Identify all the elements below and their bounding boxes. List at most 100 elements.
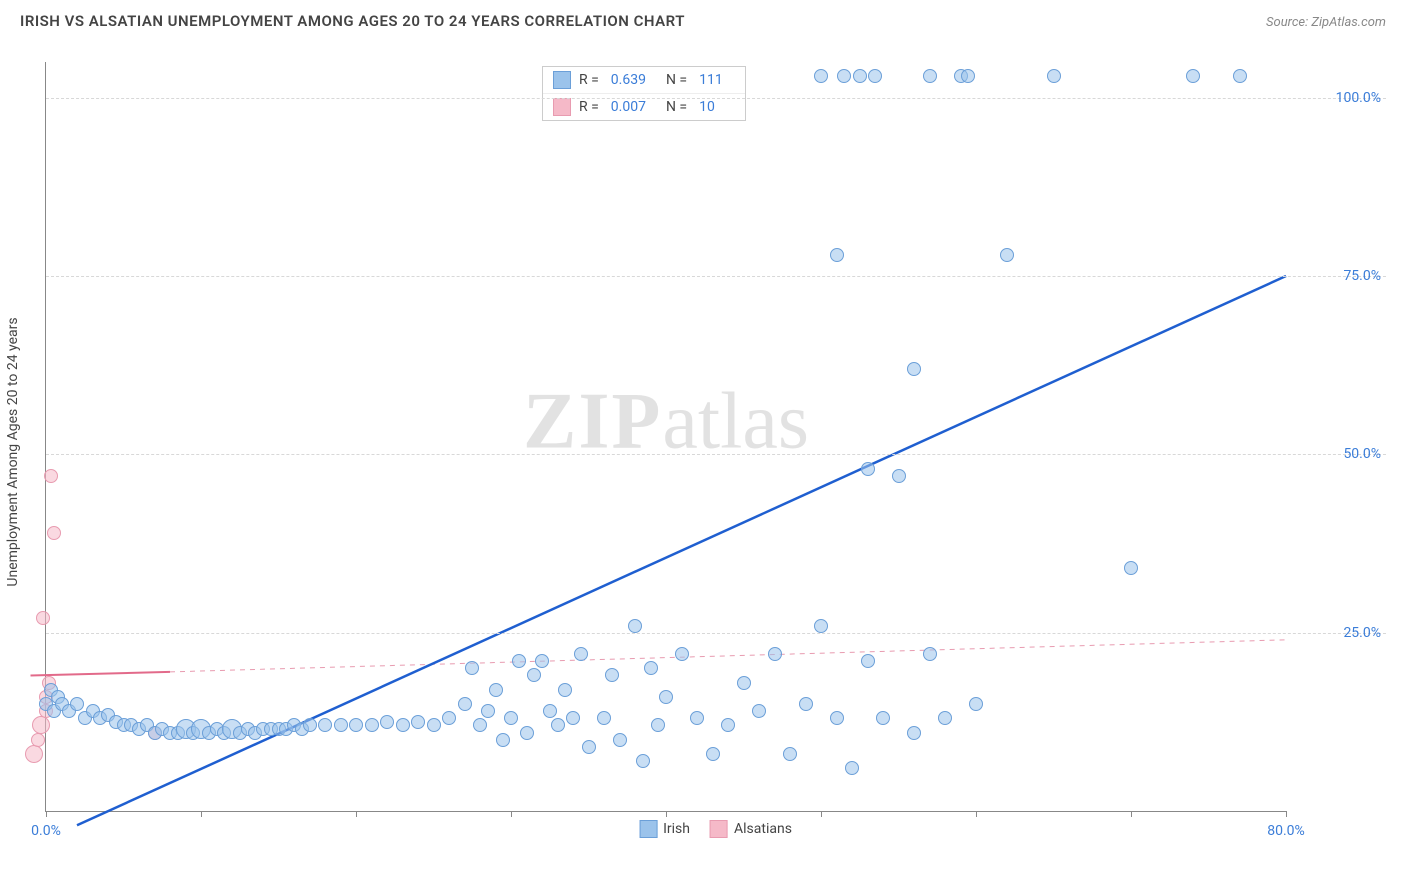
data-point-irish [923,69,937,83]
data-point-irish [814,619,828,633]
data-point-irish [861,462,875,476]
gridline-h [46,633,1386,634]
data-point-irish [1047,69,1061,83]
data-point-irish [496,733,510,747]
data-point-irish [605,668,619,682]
chart-container: Unemployment Among Ages 20 to 24 years Z… [45,62,1386,842]
legend-item-alsatian: Alsatians [710,820,792,838]
gridline-h [46,98,1386,99]
data-point-irish [458,697,472,711]
data-point-irish [349,718,363,732]
stats-row-irish: R = 0.639 N = 111 [543,67,745,93]
data-point-irish [558,683,572,697]
data-point-irish [1186,69,1200,83]
y-tick-label: 75.0% [1343,268,1381,284]
data-point-irish [70,697,84,711]
bottom-legend: Irish Alsatians [639,820,792,838]
data-point-irish [706,747,720,761]
data-point-irish [489,683,503,697]
data-point-irish [334,718,348,732]
swatch-alsatian [710,820,728,838]
n-label: N = [666,72,687,88]
data-point-irish [380,715,394,729]
swatch-irish [639,820,657,838]
data-point-irish [628,619,642,633]
y-axis-label: Unemployment Among Ages 20 to 24 years [5,317,21,586]
gridline-h [46,454,1386,455]
data-point-irish [396,718,410,732]
y-tick-label: 25.0% [1343,625,1381,641]
data-point-irish [938,711,952,725]
data-point-alsatian [25,745,43,763]
data-point-irish [473,718,487,732]
data-point-irish [504,711,518,725]
chart-title: IRISH VS ALSATIAN UNEMPLOYMENT AMONG AGE… [20,12,685,30]
data-point-alsatian [32,716,50,734]
data-point-irish [644,661,658,675]
x-tick [201,811,202,817]
data-point-irish [527,668,541,682]
data-point-irish [737,676,751,690]
data-point-irish [574,647,588,661]
data-point-irish [907,726,921,740]
data-point-irish [597,711,611,725]
data-point-irish [582,740,596,754]
data-point-irish [442,711,456,725]
data-point-irish [365,718,379,732]
data-point-irish [814,69,828,83]
alsatian-n: 10 [699,99,715,115]
r-label: R = [579,99,599,115]
data-point-irish [830,711,844,725]
data-point-irish [1233,69,1247,83]
data-point-irish [969,697,983,711]
data-point-irish [923,647,937,661]
data-point-irish [768,647,782,661]
data-point-irish [868,69,882,83]
legend-item-irish: Irish [639,820,690,838]
data-point-irish [636,754,650,768]
irish-n: 111 [699,72,723,88]
data-point-irish [613,733,627,747]
x-tick [976,811,977,817]
alsatian-r: 0.007 [611,99,646,115]
swatch-irish [553,71,571,89]
data-point-irish [411,715,425,729]
y-tick-label: 100.0% [1336,90,1381,106]
data-point-irish [752,704,766,718]
data-point-irish [566,711,580,725]
data-point-irish [961,69,975,83]
gridline-h [46,276,1386,277]
x-tick-label: 80.0% [1267,823,1305,839]
data-point-alsatian [44,469,58,483]
data-point-irish [427,718,441,732]
r-label: R = [579,72,599,88]
data-point-irish [861,654,875,668]
y-tick-label: 50.0% [1343,446,1381,462]
chart-source: Source: ZipAtlas.com [1266,15,1386,30]
stats-legend: R = 0.639 N = 111 R = 0.007 N = 10 [542,66,746,121]
chart-header: IRISH VS ALSATIAN UNEMPLOYMENT AMONG AGE… [0,0,1406,38]
data-point-irish [659,690,673,704]
data-point-alsatian [47,526,61,540]
data-point-irish [1124,561,1138,575]
data-point-irish [892,469,906,483]
data-point-irish [520,726,534,740]
x-tick [1131,811,1132,817]
data-point-irish [465,661,479,675]
n-label: N = [666,99,687,115]
data-point-irish [481,704,495,718]
x-tick [46,811,47,817]
data-point-irish [551,718,565,732]
data-point-irish [675,647,689,661]
data-point-alsatian [36,611,50,625]
swatch-alsatian [553,98,571,116]
legend-label-irish: Irish [663,821,690,837]
data-point-irish [830,248,844,262]
data-point-irish [853,69,867,83]
data-point-irish [651,718,665,732]
data-point-irish [512,654,526,668]
data-point-irish [303,718,317,732]
x-tick [1286,811,1287,817]
data-point-irish [543,704,557,718]
data-point-irish [690,711,704,725]
